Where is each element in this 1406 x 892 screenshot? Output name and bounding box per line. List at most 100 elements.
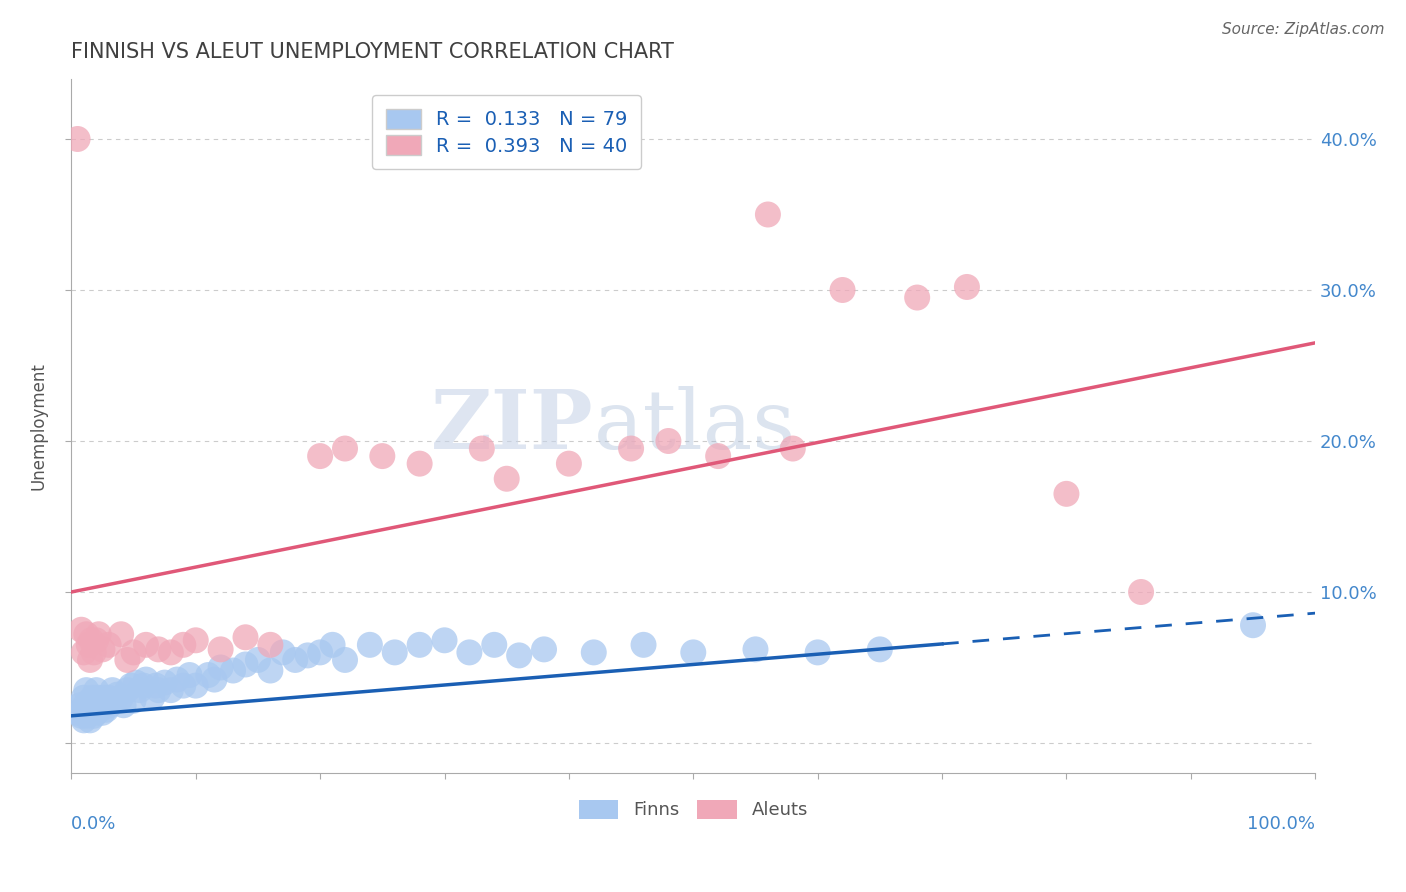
Point	[76, 706, 98, 720]
Point	[122, 694, 145, 708]
Point	[148, 642, 170, 657]
Point	[83, 708, 105, 723]
Point	[956, 280, 979, 294]
Point	[756, 207, 779, 221]
Point	[831, 283, 853, 297]
Point	[110, 627, 132, 641]
Point	[246, 653, 269, 667]
Point	[359, 638, 381, 652]
Point	[79, 714, 101, 728]
Text: 100.0%: 100.0%	[1247, 815, 1315, 833]
Point	[70, 623, 93, 637]
Point	[135, 673, 157, 687]
Point	[117, 653, 139, 667]
Point	[91, 706, 114, 720]
Point	[172, 679, 194, 693]
Point	[75, 683, 97, 698]
Point	[104, 694, 127, 708]
Point	[83, 703, 105, 717]
Point	[259, 664, 281, 678]
Point	[495, 472, 517, 486]
Point	[73, 690, 96, 705]
Point	[259, 638, 281, 652]
Point	[807, 645, 830, 659]
Point	[79, 653, 101, 667]
Point	[141, 690, 163, 705]
Point	[620, 442, 643, 456]
Point	[333, 442, 356, 456]
Point	[97, 638, 120, 652]
Point	[458, 645, 481, 659]
Point	[633, 638, 655, 652]
Point	[533, 642, 555, 657]
Point	[309, 645, 332, 659]
Point	[682, 645, 704, 659]
Point	[87, 627, 110, 641]
Point	[284, 653, 307, 667]
Point	[97, 690, 120, 705]
Point	[384, 645, 406, 659]
Point	[371, 449, 394, 463]
Point	[160, 645, 183, 659]
Text: 0.0%: 0.0%	[72, 815, 117, 833]
Point	[132, 679, 155, 693]
Point	[70, 708, 93, 723]
Point	[160, 683, 183, 698]
Point	[90, 694, 112, 708]
Point	[782, 442, 804, 456]
Point	[101, 683, 124, 698]
Point	[82, 690, 104, 705]
Point	[91, 642, 114, 657]
Point	[89, 703, 111, 717]
Point	[84, 706, 107, 720]
Point	[582, 645, 605, 659]
Point	[69, 698, 91, 713]
Point	[271, 645, 294, 659]
Point	[408, 457, 430, 471]
Point	[87, 698, 110, 713]
Point	[77, 703, 100, 717]
Point	[122, 645, 145, 659]
Point	[322, 638, 344, 652]
Text: ZIP: ZIP	[432, 386, 593, 466]
Legend: Finns, Aleuts: Finns, Aleuts	[572, 793, 815, 827]
Point	[80, 633, 103, 648]
Point	[172, 638, 194, 652]
Point	[484, 638, 506, 652]
Point	[744, 642, 766, 657]
Text: atlas: atlas	[593, 386, 796, 466]
Point	[93, 690, 115, 705]
Point	[75, 627, 97, 641]
Point	[135, 638, 157, 652]
Point	[153, 675, 176, 690]
Point	[73, 698, 96, 713]
Point	[197, 668, 219, 682]
Point	[905, 291, 928, 305]
Point	[94, 698, 117, 713]
Point	[184, 633, 207, 648]
Point	[657, 434, 679, 448]
Point	[222, 664, 245, 678]
Point	[184, 679, 207, 693]
Point	[202, 673, 225, 687]
Point	[117, 683, 139, 698]
Point	[112, 698, 135, 713]
Point	[558, 457, 581, 471]
Point	[209, 660, 232, 674]
Point	[72, 703, 94, 717]
Point	[145, 679, 167, 693]
Point	[869, 642, 891, 657]
Point	[179, 668, 201, 682]
Point	[235, 630, 257, 644]
Point	[96, 703, 118, 717]
Point	[73, 645, 96, 659]
Point	[1054, 487, 1077, 501]
Point	[309, 449, 332, 463]
Point	[408, 638, 430, 652]
Point	[66, 706, 89, 720]
Point	[707, 449, 730, 463]
Point	[73, 714, 96, 728]
Point	[433, 633, 456, 648]
Point	[333, 653, 356, 667]
Point	[84, 683, 107, 698]
